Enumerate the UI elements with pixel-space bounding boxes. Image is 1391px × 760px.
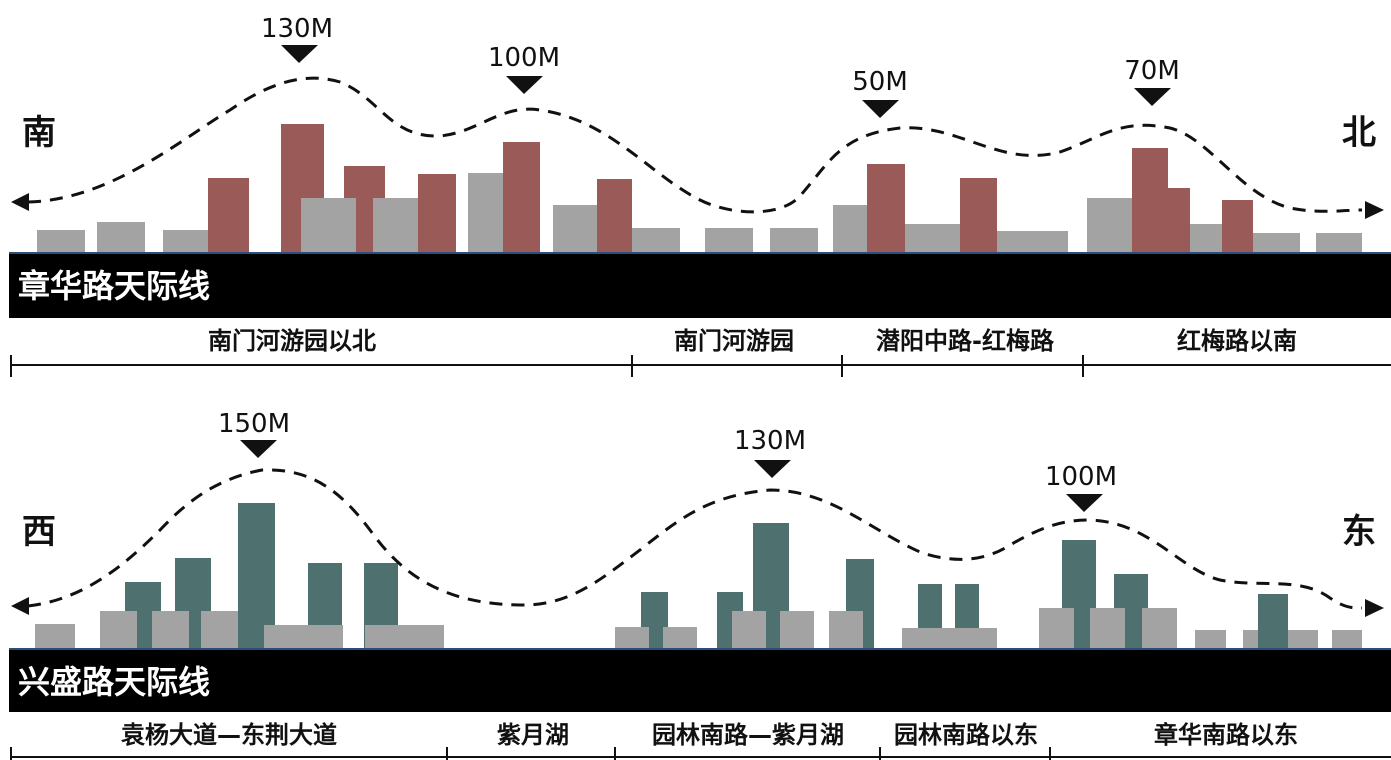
building — [770, 228, 818, 252]
direction-label-right: 北 — [1342, 113, 1376, 153]
skyline-zhanghua: 130M 100M 50M 70M 南 北 章华路天际线 南门河游园以北 南门河… — [9, 14, 1391, 377]
building — [780, 611, 814, 648]
building — [97, 222, 145, 252]
height-marker-icon — [240, 440, 277, 458]
building — [902, 628, 997, 648]
arrow-left-icon — [11, 597, 29, 615]
buildings-zhanghua — [37, 124, 1362, 252]
skyline-curve — [27, 76, 1363, 214]
direction-label-left: 西 — [22, 512, 56, 552]
building — [1288, 630, 1318, 648]
segment-label: 章华南路以东 — [1154, 721, 1298, 749]
building — [1039, 608, 1074, 648]
height-marker-icon — [281, 45, 318, 63]
building — [615, 627, 649, 648]
building — [418, 174, 456, 252]
arrow-right-icon — [1365, 599, 1384, 617]
building — [960, 178, 997, 252]
height-marker-label: 130M — [734, 426, 806, 456]
building — [503, 142, 540, 252]
segment-ruler — [10, 747, 1391, 760]
height-marker-icon — [754, 460, 791, 478]
building — [152, 611, 189, 648]
building — [264, 625, 343, 648]
arrow-right-icon — [1365, 201, 1384, 219]
height-marker-label: 50M — [852, 67, 908, 97]
building — [35, 624, 75, 648]
segment-ruler — [10, 355, 1391, 377]
title-band — [9, 252, 1391, 318]
building — [1332, 630, 1362, 648]
segment-label: 园林南路—紫月湖 — [652, 721, 844, 749]
skyline-title: 兴盛路天际线 — [18, 663, 210, 701]
height-marker-icon — [862, 100, 899, 118]
height-marker-icon — [506, 76, 543, 94]
segment-label: 紫月湖 — [497, 721, 569, 749]
segment-label: 南门河游园以北 — [208, 327, 376, 355]
building — [208, 178, 249, 252]
building — [1168, 188, 1190, 252]
skyline-curve — [27, 468, 1363, 610]
building — [1090, 608, 1125, 648]
buildings-xingsheng — [35, 503, 1362, 648]
height-marker-label: 70M — [1124, 56, 1180, 86]
building — [100, 611, 137, 648]
direction-label-right: 东 — [1342, 512, 1376, 552]
height-marker-icon — [1134, 88, 1171, 106]
building — [632, 228, 680, 252]
building — [1142, 608, 1177, 648]
building — [37, 230, 85, 252]
skyline-title: 章华路天际线 — [18, 267, 210, 305]
segment-label: 园林南路以东 — [894, 721, 1038, 749]
building — [867, 164, 905, 252]
building — [1253, 233, 1300, 252]
building — [997, 231, 1068, 252]
building — [705, 228, 753, 252]
building — [365, 625, 444, 648]
segment-label: 红梅路以南 — [1177, 327, 1297, 355]
height-marker-label: 130M — [261, 14, 333, 44]
title-band — [9, 648, 1391, 712]
building — [1258, 594, 1288, 648]
height-marker-label: 150M — [218, 409, 290, 439]
building — [1222, 200, 1253, 252]
height-marker-icon — [1066, 494, 1103, 512]
segment-label: 潜阳中路-红梅路 — [876, 327, 1055, 355]
skyline-xingsheng: 150M 130M 100M 西 东 兴盛路天际线 袁杨大道—东荆大道 紫月湖 … — [9, 409, 1391, 760]
direction-label-left: 南 — [22, 113, 56, 153]
arrow-left-icon — [11, 193, 29, 211]
building — [1316, 233, 1362, 252]
height-marker-label: 100M — [1045, 462, 1117, 492]
building — [829, 611, 863, 648]
building — [1195, 630, 1226, 648]
building — [201, 611, 238, 648]
building — [663, 627, 697, 648]
height-marker-label: 100M — [488, 43, 560, 73]
building — [238, 503, 275, 648]
segment-label: 袁杨大道—东荆大道 — [120, 721, 337, 749]
building — [1132, 148, 1168, 252]
building — [301, 198, 356, 252]
building — [732, 611, 766, 648]
building — [597, 179, 632, 252]
segment-label: 南门河游园 — [674, 327, 794, 355]
